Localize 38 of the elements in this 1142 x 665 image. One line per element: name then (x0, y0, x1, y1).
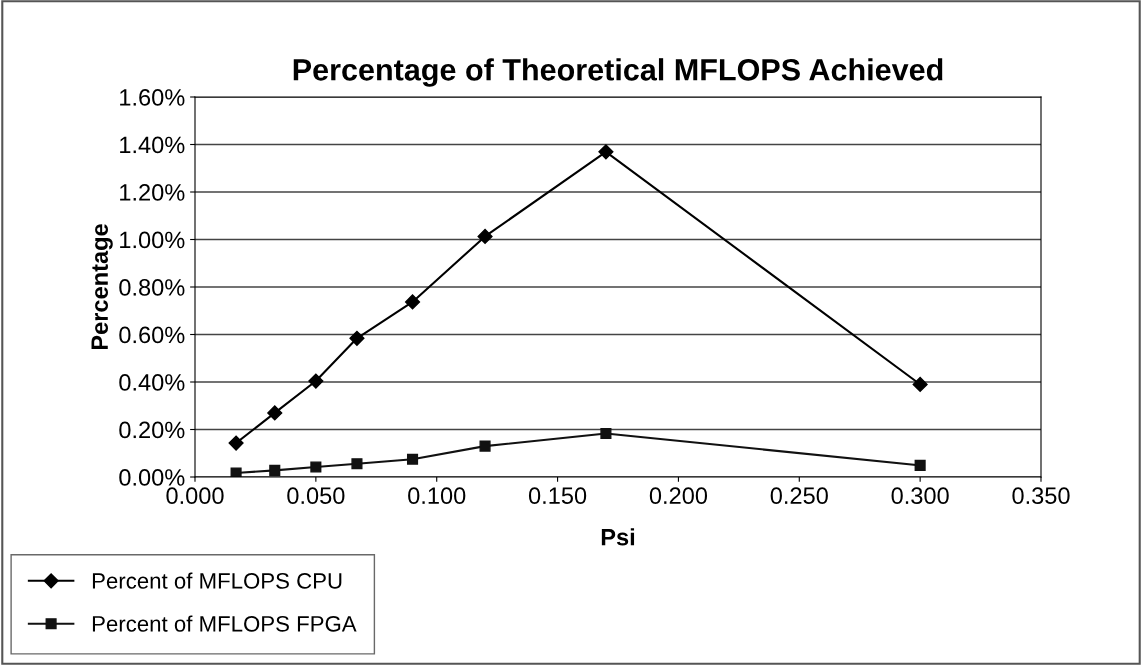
point (349, 330, 365, 346)
x-tick-label: 0.250 (770, 487, 828, 505)
x-tick-label: 0.300 (891, 487, 949, 505)
y-tick-label: 0.20% (119, 421, 185, 439)
x-tick-label: 0.150 (528, 487, 587, 505)
y-tick-label: 1.20% (120, 184, 185, 201)
legend-label: Percent of MFLOPS FPGA (92, 615, 357, 632)
point (351, 458, 363, 470)
y-tick-label: 0.00% (119, 469, 185, 486)
point (912, 376, 928, 392)
y-tick-label: 0.60% (119, 326, 185, 344)
x-tick-label: 0.200 (649, 487, 708, 505)
x-tick-label: 0.100 (408, 487, 466, 505)
x-axis-title: Psi (601, 528, 635, 546)
point (404, 294, 421, 310)
chart-title: Percentage of Theoretical MFLOPS Achieved (293, 58, 943, 87)
y-tick-label: 1.60% (120, 89, 185, 106)
y-tick-label: 0.80% (119, 279, 185, 296)
y-tick-label: 1.40% (120, 136, 185, 154)
y-axis-title: Percentage (91, 224, 113, 350)
point (269, 464, 281, 476)
x-tick-label: 0.050 (287, 487, 345, 505)
x-tick-label: 0.350 (1012, 487, 1070, 505)
y-tick-label: 1.00% (120, 231, 185, 249)
point (308, 373, 324, 389)
point (267, 405, 283, 421)
point (477, 228, 493, 244)
point (228, 435, 244, 451)
point (600, 427, 612, 440)
point (406, 453, 419, 465)
point (479, 440, 491, 452)
point (914, 459, 926, 471)
y-tick-label: 0.40% (119, 374, 185, 391)
legend-label: Percent of MFLOPS CPU (92, 572, 342, 589)
point (310, 461, 322, 473)
x-tick-label: 0.000 (166, 487, 224, 505)
point (230, 467, 242, 477)
point (598, 144, 614, 160)
